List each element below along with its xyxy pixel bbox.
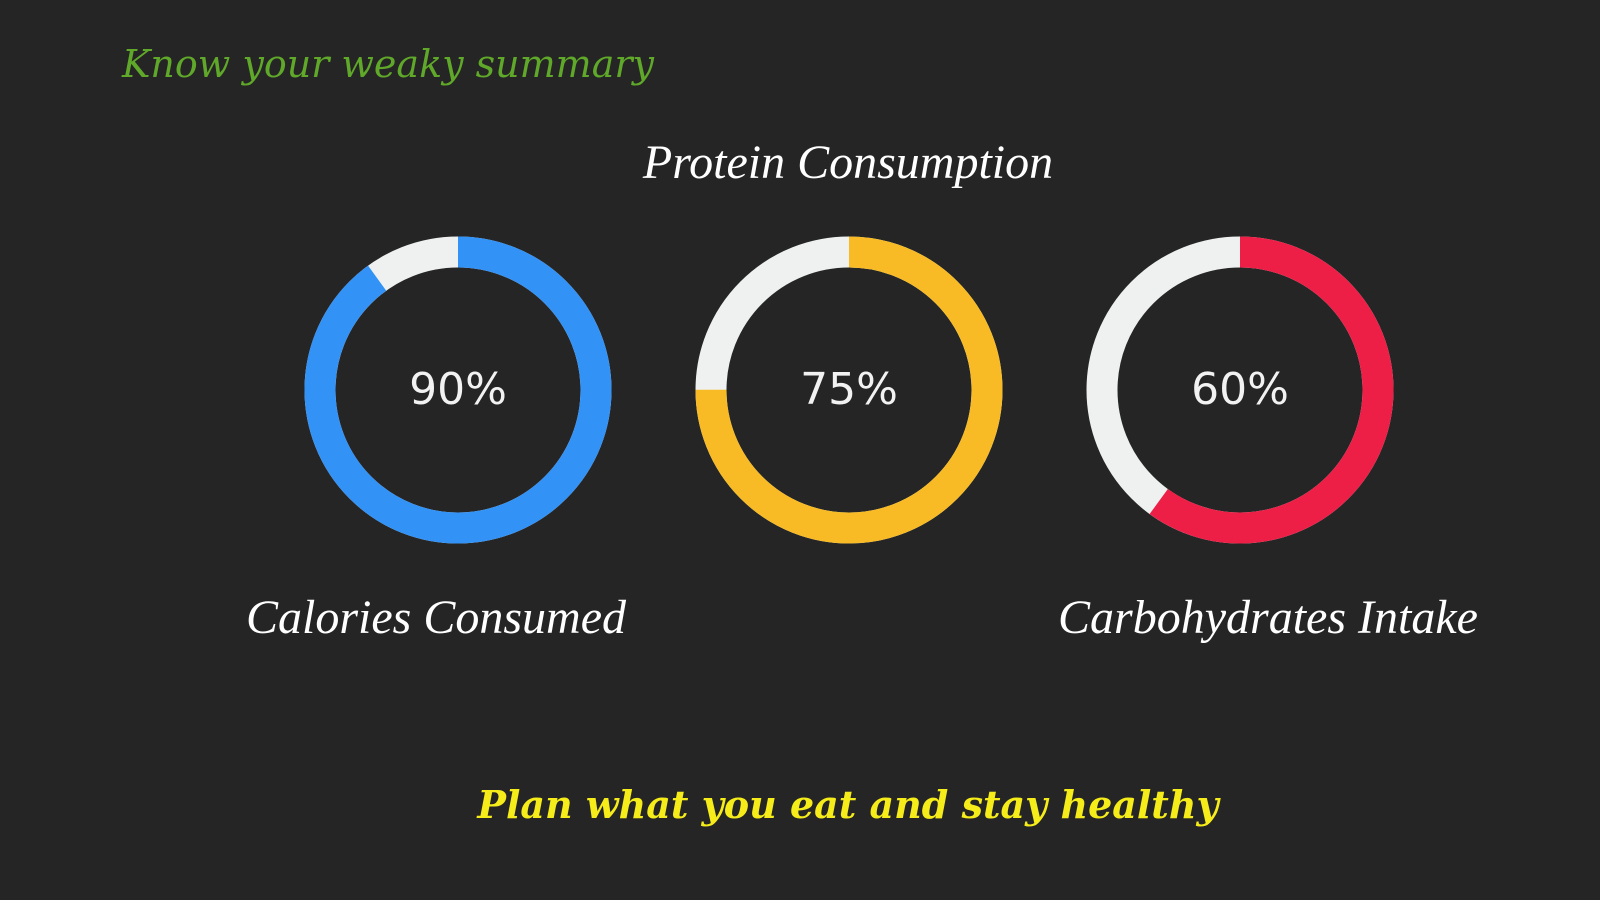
carbohydrates-ring-progress [1086,236,1394,544]
protein-consumption-label: Protein Consumption [642,136,1054,189]
carbohydrates-percent-value: 60% [1191,364,1289,415]
calories-consumed-label: Calories Consumed [245,591,627,644]
page-title: Know your weaky summary [122,42,654,86]
calories-ring-chart [304,236,612,544]
calories-percent-value: 90% [409,364,507,415]
carbohydrates-ring-chart [1086,236,1394,544]
carbohydrates-intake-label: Carbohydrates Intake [1058,591,1478,644]
protein-ring-chart [695,236,1003,544]
protein-ring-progress [695,236,1003,544]
calories-ring-progress [304,236,612,544]
protein-percent-value: 75% [800,364,898,415]
calories-ring: 90% [304,236,612,544]
protein-ring: 75% [695,236,1003,544]
carbohydrates-ring: 60% [1086,236,1394,544]
footer-tagline: Plan what you eat and stay healthy [477,782,1219,827]
